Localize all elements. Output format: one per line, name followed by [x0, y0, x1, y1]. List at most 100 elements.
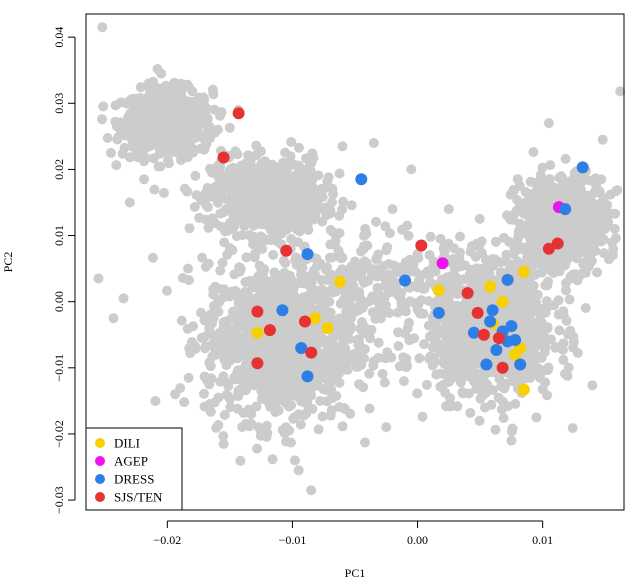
background-point [223, 381, 234, 392]
background-point [98, 101, 109, 112]
background-point [279, 182, 290, 193]
background-point [606, 208, 617, 219]
background-point [554, 325, 565, 336]
background-point [204, 325, 215, 336]
background-point [263, 307, 274, 318]
background-point [423, 320, 434, 331]
background-point [219, 410, 230, 420]
background-point [396, 300, 407, 311]
background-point [507, 189, 517, 200]
background-point [272, 236, 283, 247]
background-point [406, 164, 417, 175]
background-point [443, 204, 454, 215]
background-point [532, 202, 543, 213]
background-point [323, 172, 334, 183]
background-point [529, 302, 540, 313]
background-point [197, 252, 208, 263]
background-point [549, 300, 559, 311]
background-point [558, 354, 569, 365]
background-point [435, 233, 446, 244]
background-point [323, 345, 334, 356]
background-point [183, 275, 194, 286]
background-point [283, 204, 294, 215]
background-point [596, 174, 607, 185]
background-point [539, 211, 550, 222]
background-point [358, 382, 369, 393]
background-point [222, 249, 233, 260]
background-point [469, 343, 480, 354]
background-point [475, 393, 486, 404]
background-point [334, 168, 345, 179]
background-point [337, 204, 348, 215]
background-point [184, 223, 195, 234]
background-point [351, 265, 362, 276]
legend-marker [95, 492, 105, 502]
background-point [223, 391, 234, 401]
background-point [528, 147, 539, 158]
background-point [302, 169, 313, 180]
background-point [220, 226, 230, 237]
background-point [423, 296, 434, 306]
background-point [575, 214, 585, 225]
background-point [240, 292, 251, 303]
background-point [278, 350, 289, 361]
point-dili [517, 383, 530, 396]
background-point [427, 360, 438, 371]
background-point [354, 339, 365, 350]
background-point [209, 397, 220, 408]
background-point [543, 362, 554, 373]
point-sjs-ten [280, 244, 293, 257]
background-point [419, 339, 429, 350]
background-point [404, 335, 415, 346]
background-point [425, 231, 436, 242]
background-point [394, 361, 405, 372]
background-point [528, 280, 539, 291]
background-point [572, 191, 582, 202]
background-point [200, 343, 210, 354]
background-point [163, 158, 174, 169]
background-point [200, 261, 211, 272]
background-point [558, 338, 569, 349]
background-point [139, 174, 150, 185]
background-point [380, 273, 391, 283]
point-dress [276, 304, 289, 317]
background-point [256, 386, 267, 397]
background-point [561, 252, 572, 263]
background-point [93, 273, 104, 284]
background-point [557, 173, 568, 184]
background-point [455, 231, 465, 242]
background-point [205, 361, 216, 372]
background-point [213, 420, 224, 430]
background-point [398, 376, 409, 387]
background-point [554, 217, 565, 228]
background-point [112, 134, 123, 145]
background-point [607, 237, 618, 248]
background-point [515, 221, 526, 232]
background-point [187, 86, 198, 97]
background-point [467, 277, 478, 288]
background-point [306, 304, 317, 314]
background-point [200, 195, 211, 205]
background-point [371, 216, 381, 227]
background-point [456, 377, 466, 388]
background-point [325, 239, 336, 250]
background-point [331, 351, 342, 362]
background-point [340, 348, 351, 358]
point-sjs-ten [232, 107, 245, 120]
background-point [219, 354, 230, 365]
point-sjs-ten [415, 239, 428, 252]
background-point [587, 380, 598, 391]
background-point [457, 387, 468, 397]
background-point [288, 194, 299, 205]
background-point [166, 91, 177, 102]
background-point [277, 373, 288, 384]
background-point [387, 286, 398, 297]
background-point [245, 229, 255, 240]
background-point [280, 258, 291, 268]
legend: DILI AGEP DRESS SJS/TEN [85, 427, 183, 511]
background-point [545, 160, 556, 171]
background-point [331, 326, 342, 337]
background-point [442, 272, 453, 283]
background-point [474, 213, 485, 224]
background-point [596, 214, 607, 225]
